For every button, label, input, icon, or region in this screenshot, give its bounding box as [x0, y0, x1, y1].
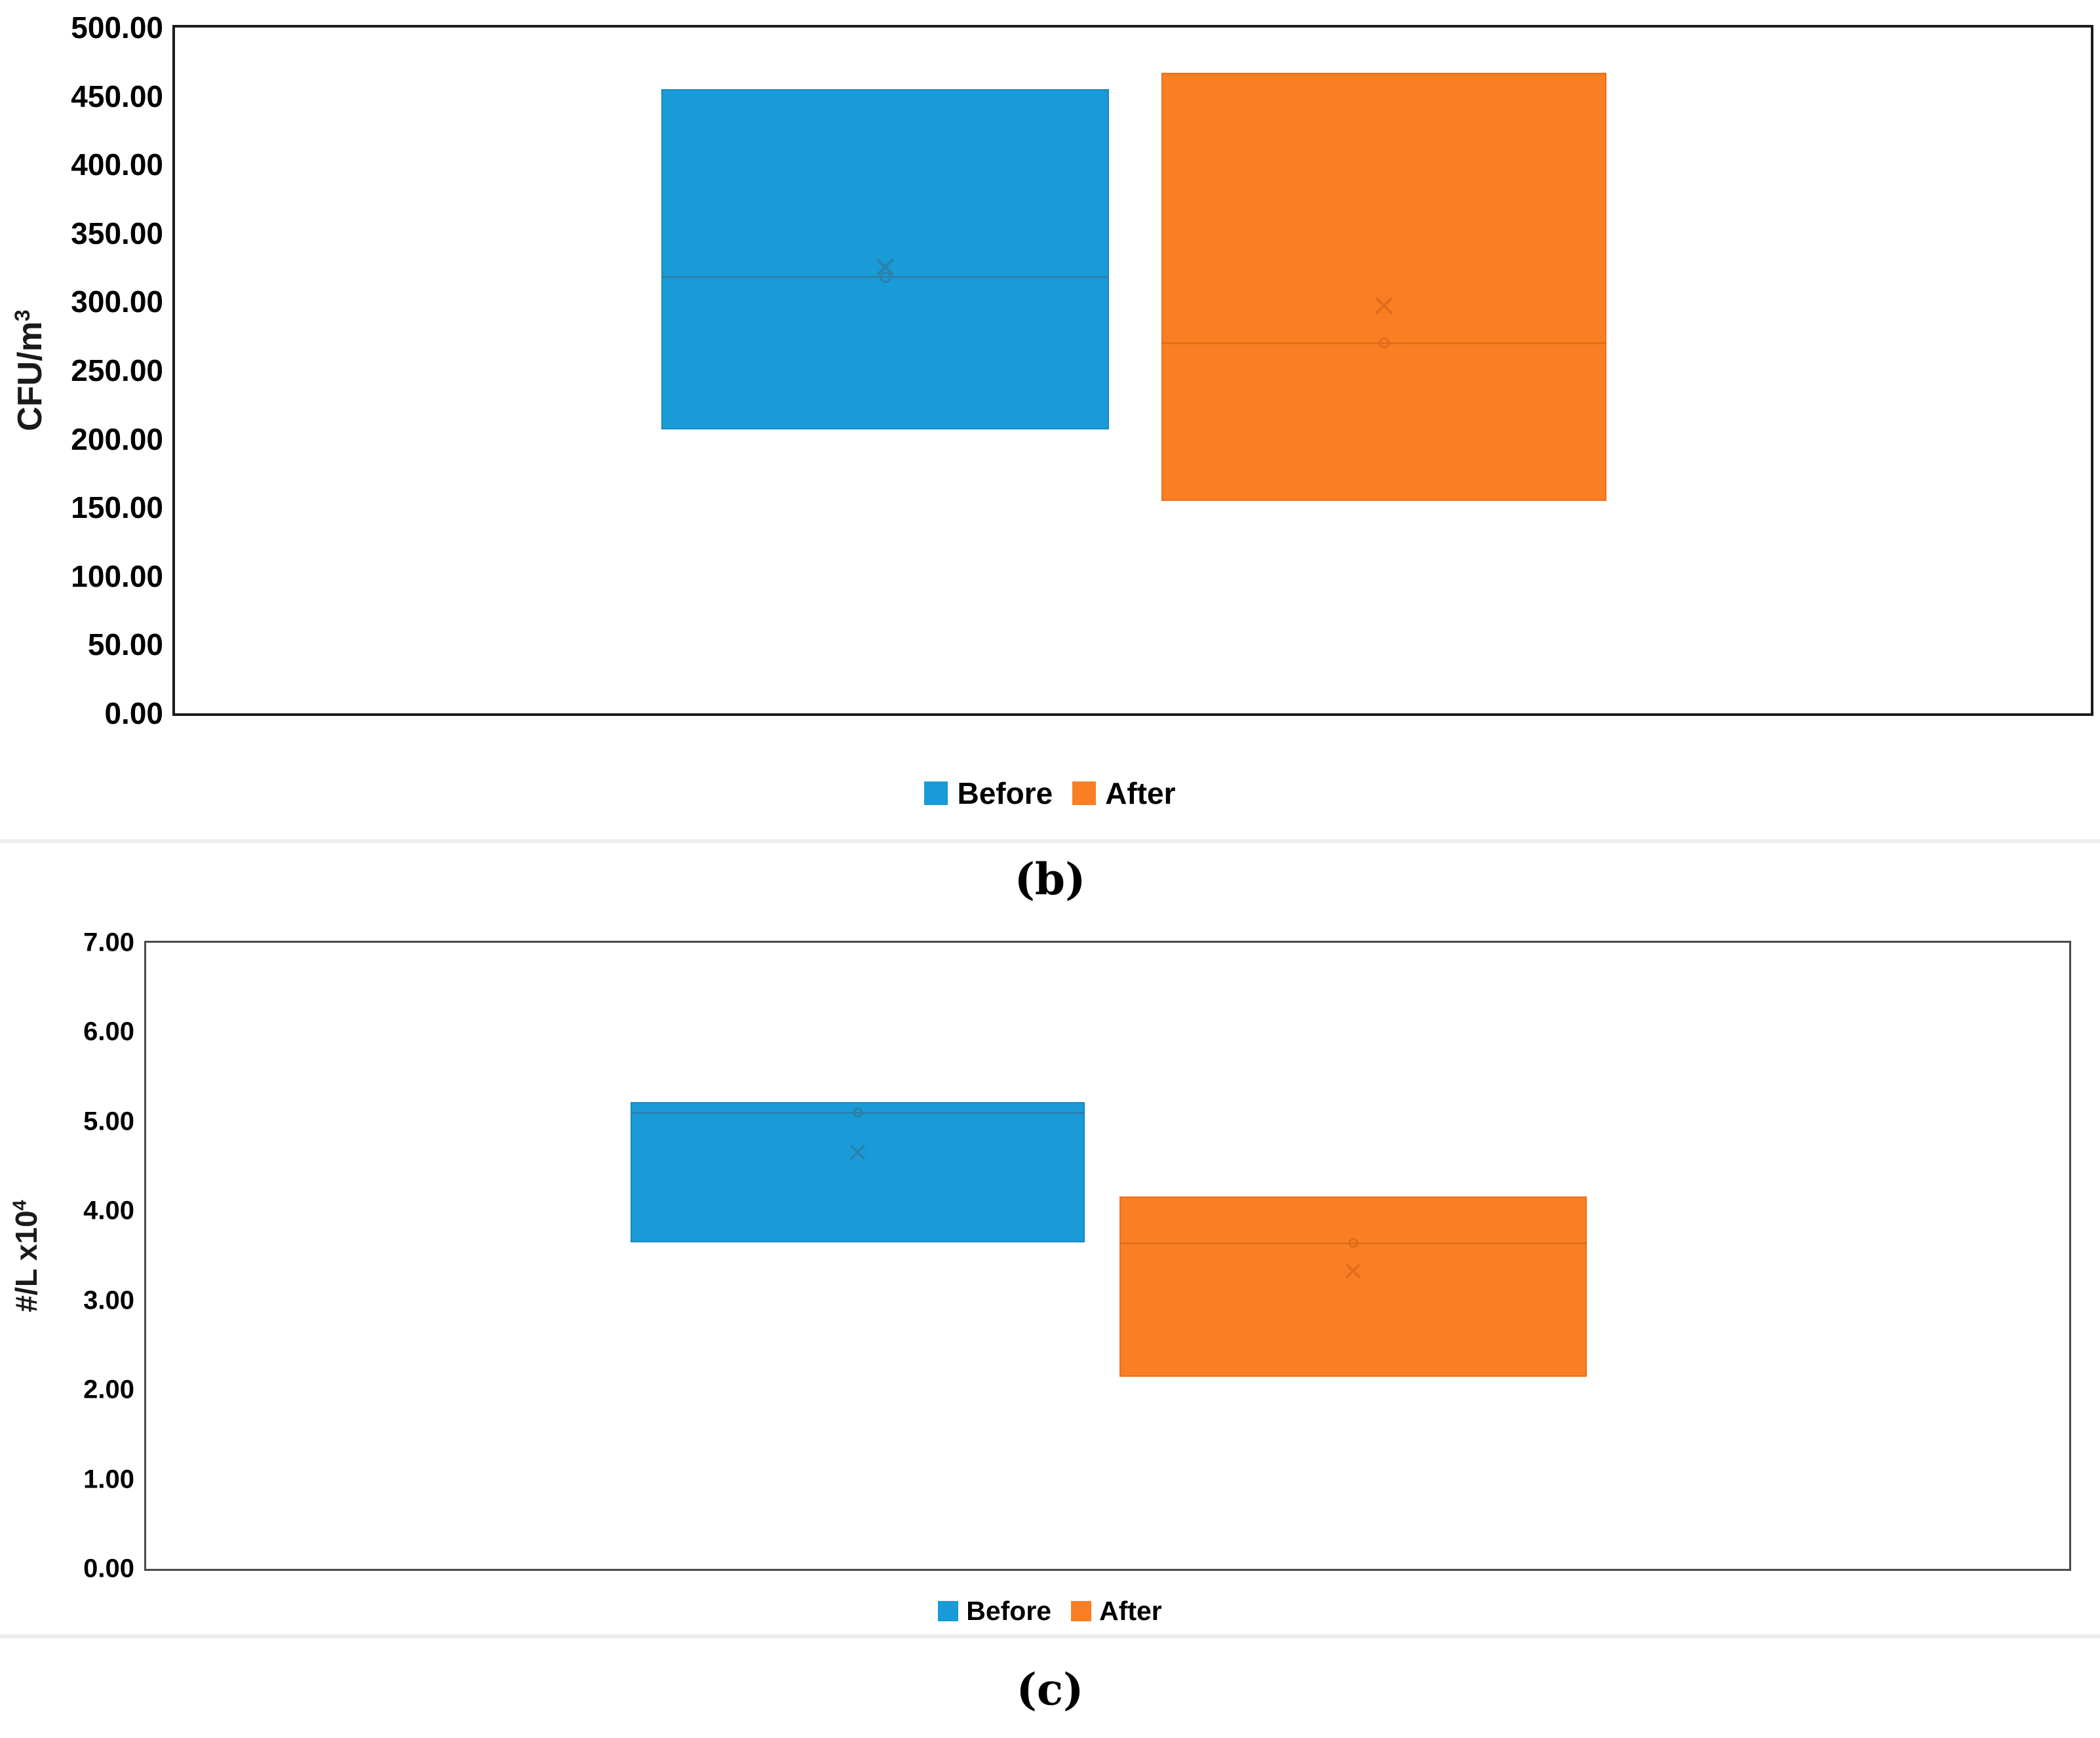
y-tick-label: 350.00 — [71, 216, 163, 250]
y-axis-title-b: CFU/m3 — [10, 309, 50, 431]
mean-marker-before: ✕ — [872, 250, 898, 285]
y-tick-label: 400.00 — [71, 148, 163, 182]
y-tick-label: 0.00 — [83, 1554, 134, 1583]
y-tick-label: 4.00 — [83, 1196, 134, 1225]
legend-swatch-after — [1072, 781, 1097, 805]
median-point-marker-before — [880, 271, 891, 283]
y-tick-label: 500.00 — [71, 10, 163, 45]
box-after — [1119, 1196, 1587, 1377]
y-tick-label: 450.00 — [71, 79, 163, 113]
y-tick-label: 2.00 — [83, 1375, 134, 1404]
y-tick-label: 100.00 — [71, 559, 163, 593]
y-tick-label: 7.00 — [83, 928, 134, 957]
panel-separator — [0, 839, 2100, 843]
y-tick-label: 200.00 — [71, 422, 163, 456]
legend-label-before: Before — [966, 1595, 1052, 1626]
legend-label-before: Before — [957, 776, 1053, 810]
y-tick-label: 300.00 — [71, 285, 163, 319]
mean-marker-before: ✕ — [846, 1138, 869, 1168]
legend-swatch-before — [924, 781, 948, 805]
legend-b: Before After — [0, 775, 2100, 812]
y-tick-label: 250.00 — [71, 353, 163, 387]
median-point-marker-after — [1348, 1238, 1358, 1248]
mean-marker-after: ✕ — [1371, 288, 1397, 323]
legend-item-after: After — [1072, 776, 1176, 811]
y-tick-label: 6.00 — [83, 1017, 134, 1046]
legend-swatch-after — [1071, 1600, 1092, 1621]
y-axis-title-b-sup: 3 — [10, 309, 34, 322]
panel-separator — [0, 1634, 2100, 1638]
legend-c: Before After — [0, 1594, 2100, 1627]
legend-label-after: After — [1105, 776, 1176, 810]
caption-b: (b) — [1014, 854, 1086, 905]
y-axis-title-c: #/L x104 — [9, 1200, 44, 1312]
y-axis-title-c-sup: 4 — [9, 1200, 31, 1211]
y-tick-label: 0.00 — [104, 696, 163, 730]
mean-marker-after: ✕ — [1342, 1257, 1365, 1287]
legend-item-before: Before — [924, 776, 1053, 811]
y-tick-label: 50.00 — [87, 627, 163, 662]
box-before — [661, 89, 1109, 429]
median-point-marker-before — [853, 1107, 863, 1118]
y-tick-label: 5.00 — [83, 1107, 134, 1136]
y-tick-label: 1.00 — [83, 1465, 134, 1494]
legend-swatch-before — [938, 1600, 959, 1621]
box-after — [1161, 73, 1606, 501]
legend-label-after: After — [1099, 1595, 1162, 1626]
y-axis-title-b-text: CFU/m — [11, 321, 50, 431]
legend-item-before: Before — [938, 1596, 1051, 1627]
median-point-marker-after — [1378, 337, 1390, 349]
y-tick-label: 150.00 — [71, 490, 163, 525]
y-tick-label: 3.00 — [83, 1286, 134, 1315]
plot-area-b: 500.00 450.00 400.00 350.00 300.00 250.00 200.… — [71, 10, 2093, 730]
legend-item-after: After — [1071, 1596, 1162, 1627]
box-before — [631, 1101, 1085, 1243]
caption-c: (c) — [1016, 1664, 1084, 1715]
plot-area-c: 7.00 6.00 5.00 4.00 3.00 2.00 1.00 0.00 ✕ ✕ — [83, 928, 2071, 1583]
y-axis-title-c-text: #/L x10 — [9, 1210, 43, 1313]
